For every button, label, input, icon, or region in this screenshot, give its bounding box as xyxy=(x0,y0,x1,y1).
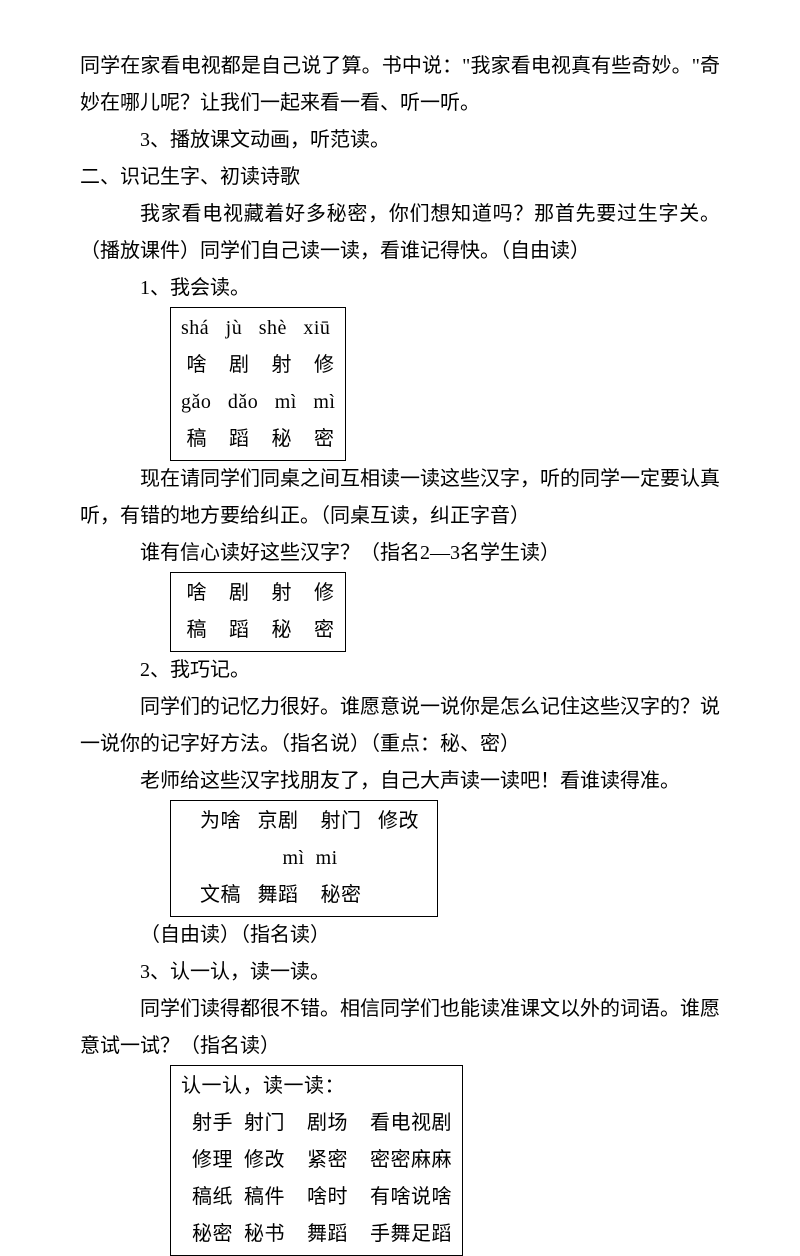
box2-row-1: 啥 剧 射 修 xyxy=(181,575,335,612)
box1-row-2: 啥 剧 射 修 xyxy=(181,347,335,384)
section-2-item-2: 2、我巧记。 xyxy=(80,652,720,689)
intro-paragraph-1: 同学在家看电视都是自己说了算。书中说："我家看电视真有些奇妙。"奇妙在哪儿呢？让… xyxy=(80,48,720,122)
section-2-p7: 同学们读得都很不错。相信同学们也能读准课文以外的词语。谁愿意试一试？（指名读） xyxy=(80,991,720,1065)
pinyin-box-1: shá jù shè xiū 啥 剧 射 修 gǎo dǎo mì mì 稿 蹈… xyxy=(170,307,346,461)
box3-row-3: 文稿 舞蹈 秘密 xyxy=(189,877,419,914)
section-2-p4: 同学们的记忆力很好。谁愿意说一说你是怎么记住这些汉字的？说一说你的记字好方法。（… xyxy=(80,689,720,763)
box4-row-2: 射手 射门 剧场 看电视剧 xyxy=(181,1105,452,1142)
box4-row-5: 秘密 秘书 舞蹈 手舞足蹈 xyxy=(181,1216,452,1253)
box1-row-1: shá jù shè xiū xyxy=(181,310,335,347)
word-box-4: 认一认，读一读： 射手 射门 剧场 看电视剧 修理 修改 紧密 密密麻麻 稿纸 … xyxy=(170,1065,463,1256)
box4-row-3: 修理 修改 紧密 密密麻麻 xyxy=(181,1142,452,1179)
word-box-3: 为啥 京剧 射门 修改 mì mi 文稿 舞蹈 秘密 xyxy=(170,800,438,917)
section-2-item-1: 1、我会读。 xyxy=(80,270,720,307)
section-2-p2: 现在请同学们同桌之间互相读一读这些汉字，听的同学一定要认真听，有错的地方要给纠正… xyxy=(80,461,720,535)
section-2-p1: 我家看电视藏着好多秘密，你们想知道吗？那首先要过生字关。（播放课件）同学们自己读… xyxy=(80,196,720,270)
section-2-p5: 老师给这些汉字找朋友了，自己大声读一读吧！看谁读得准。 xyxy=(80,763,720,800)
box1-row-4: 稿 蹈 秘 密 xyxy=(181,421,335,458)
section-2-p6: （自由读）（指名读） xyxy=(80,917,720,954)
box2-row-2: 稿 蹈 秘 密 xyxy=(181,612,335,649)
box3-row-2: mì mi xyxy=(189,840,419,877)
intro-item-3: 3、播放课文动画，听范读。 xyxy=(80,122,720,159)
section-2-p3: 谁有信心读好这些汉字？（指名2—3名学生读） xyxy=(80,535,720,572)
box3-row-1: 为啥 京剧 射门 修改 xyxy=(189,803,419,840)
hanzi-box-2: 啥 剧 射 修 稿 蹈 秘 密 xyxy=(170,572,346,652)
section-2-item-3: 3、认一认，读一读。 xyxy=(80,954,720,991)
box4-row-1: 认一认，读一读： xyxy=(181,1068,452,1105)
box4-row-4: 稿纸 稿件 啥时 有啥说啥 xyxy=(181,1179,452,1216)
box1-row-3: gǎo dǎo mì mì xyxy=(181,384,335,421)
section-2-heading: 二、识记生字、初读诗歌 xyxy=(80,159,720,196)
